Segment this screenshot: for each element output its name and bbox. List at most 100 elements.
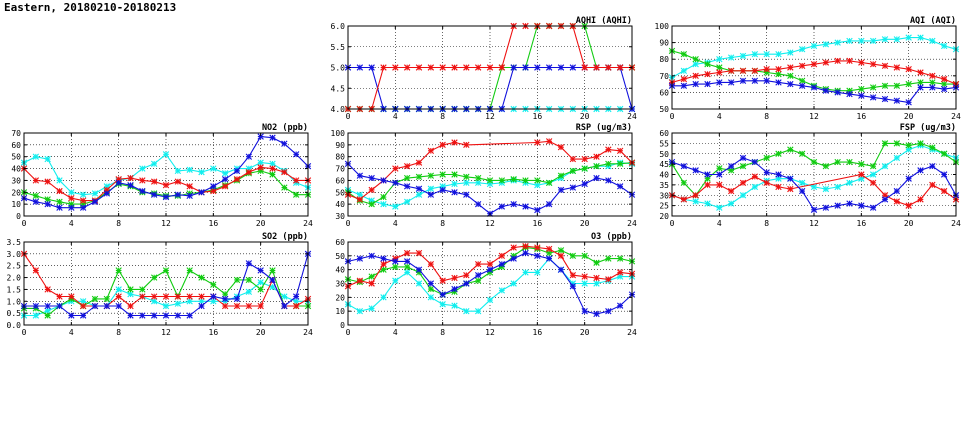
data-point — [704, 60, 711, 68]
chart-rsp: 0 4 8 12 16 20 24 30 40 50 60 70 80 90 100 RSP (ug/m3) — [331, 123, 637, 228]
data-point — [510, 280, 517, 287]
data-point — [186, 267, 193, 274]
data-point — [115, 286, 122, 293]
y-tick-label: 90 — [659, 39, 669, 48]
data-point — [44, 307, 51, 314]
chart-so2: 0 4 8 12 16 20 24 0.0 0.5 1.0 1.5 2.0 2.5 3.0 3.5 SO2 (… — [7, 232, 313, 337]
y-tick-label: 80 — [335, 153, 345, 162]
data-point — [162, 151, 170, 158]
x-tick-label: 8 — [440, 112, 445, 121]
data-point — [616, 160, 624, 168]
data-point — [763, 179, 770, 186]
data-point — [593, 153, 600, 160]
data-point — [32, 302, 40, 310]
data-point — [940, 42, 948, 50]
data-point — [787, 80, 794, 88]
data-point — [581, 252, 588, 260]
data-point — [198, 298, 205, 305]
data-point — [451, 180, 458, 188]
data-point — [739, 67, 747, 75]
data-point — [834, 202, 841, 209]
data-point — [692, 192, 699, 199]
y-tick-label: 1.5 — [7, 285, 22, 294]
data-point — [292, 191, 300, 198]
data-point — [392, 64, 399, 71]
data-point — [881, 196, 889, 203]
data-point — [486, 260, 494, 268]
data-point — [858, 202, 865, 209]
data-point — [91, 198, 99, 205]
data-point — [198, 293, 205, 300]
y-tick-label: 30 — [11, 176, 21, 185]
x-tick-label: 24 — [627, 328, 637, 337]
data-point — [32, 198, 40, 205]
data-point — [463, 280, 470, 287]
data-point — [439, 64, 446, 71]
data-point — [716, 171, 723, 178]
data-point — [269, 276, 276, 284]
data-point — [32, 177, 40, 184]
data-point — [415, 64, 423, 71]
data-point — [56, 302, 63, 310]
y-tick-label: 50 — [659, 105, 669, 114]
x-tick-label: 16 — [857, 219, 867, 228]
data-point — [463, 173, 470, 181]
data-point — [463, 179, 470, 186]
data-point — [451, 171, 458, 178]
data-point — [787, 64, 794, 71]
y-tick-label: 60 — [11, 141, 21, 150]
data-point — [356, 64, 364, 71]
data-point — [245, 168, 253, 176]
x-tick-label: 12 — [485, 328, 495, 337]
data-point — [292, 151, 300, 158]
data-point — [103, 295, 111, 303]
data-point — [127, 286, 134, 293]
data-point — [858, 37, 865, 45]
data-point — [292, 298, 300, 305]
x-tick-label: 8 — [116, 219, 121, 228]
data-point — [427, 147, 435, 154]
data-point — [474, 307, 482, 315]
x-tick-label: 24 — [303, 219, 313, 228]
data-point — [415, 280, 423, 287]
data-point — [605, 177, 612, 184]
data-point — [522, 177, 529, 184]
x-tick-label: 4 — [69, 328, 74, 337]
data-point — [79, 302, 87, 310]
x-tick-label: 4 — [393, 112, 398, 121]
data-point — [593, 310, 600, 318]
data-point — [616, 64, 624, 71]
data-point — [44, 178, 51, 185]
data-point — [605, 160, 612, 168]
data-point — [498, 64, 506, 71]
x-tick-label: 24 — [627, 219, 637, 228]
y-tick-label: 90 — [335, 141, 345, 150]
data-point — [198, 189, 205, 196]
y-tick-label: 5.0 — [331, 64, 346, 73]
data-point — [581, 165, 588, 172]
data-point — [68, 195, 75, 202]
y-tick-label: 70 — [659, 72, 669, 81]
data-point — [834, 158, 841, 166]
data-point — [534, 244, 541, 251]
data-point — [763, 169, 770, 176]
data-point — [415, 173, 423, 181]
data-point — [245, 276, 253, 284]
data-point — [739, 154, 747, 162]
data-point — [150, 160, 158, 168]
x-tick-label: 8 — [764, 112, 769, 121]
chart-title: FSP (ug/m3) — [900, 123, 956, 133]
data-point — [56, 187, 63, 195]
y-tick-label: 10 — [11, 200, 21, 209]
data-point — [439, 141, 446, 149]
data-point — [368, 186, 375, 194]
data-point — [545, 179, 553, 186]
x-tick-label: 8 — [116, 328, 121, 337]
data-point — [763, 65, 770, 73]
data-point — [569, 283, 577, 290]
data-point — [858, 171, 865, 178]
data-point — [775, 150, 782, 157]
x-tick-label: 0 — [346, 328, 351, 337]
x-tick-label: 16 — [533, 219, 543, 228]
